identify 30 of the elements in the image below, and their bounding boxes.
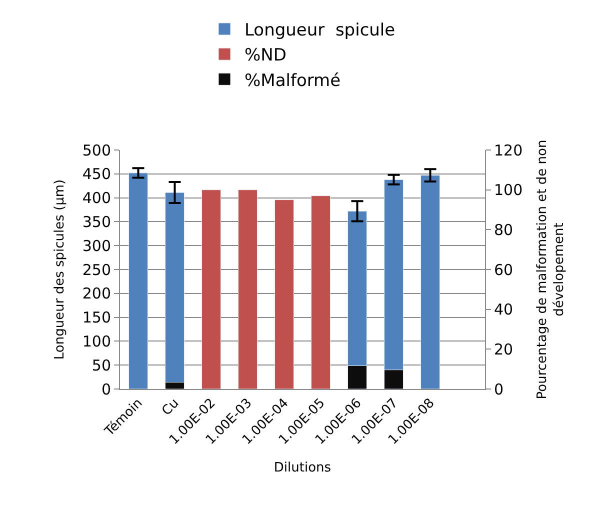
y2-axis-title: Pourcentage de malformation et de non dévelopement	[535, 140, 568, 400]
y-tick-label: 150	[82, 308, 111, 327]
y-tick-label: 500	[82, 141, 111, 160]
y2-tick-label: 40	[494, 300, 514, 319]
y-axis-title: Longueur des spicules (µm)	[52, 179, 68, 360]
y2-tick-label: 20	[494, 340, 514, 358]
legend-label: %ND	[244, 46, 286, 66]
bar	[274, 200, 294, 389]
legend-label: Longueur spicule	[244, 20, 396, 41]
y-tick-label: 200	[82, 284, 111, 303]
y-tick-label: 350	[82, 212, 111, 231]
y-tick-label: 250	[82, 260, 111, 279]
y-tick-label: 100	[82, 332, 111, 350]
y2-tick-label: 100	[494, 181, 523, 200]
y-tick-label: 300	[82, 236, 111, 255]
bar	[202, 190, 221, 389]
y2-tick-label: 80	[494, 220, 514, 239]
y-tick-label: 0	[101, 380, 111, 398]
bar	[238, 190, 258, 389]
y2-tick-label: 120	[494, 141, 523, 160]
y-tick-label: 400	[82, 189, 111, 208]
x-axis-title: Dilutions	[274, 460, 332, 476]
y-tick-label: 450	[82, 165, 111, 184]
y2-tick-label: 0	[494, 380, 504, 398]
bar	[311, 196, 330, 389]
y2-tick-label: 60	[494, 260, 514, 279]
y-tick-label: 50	[92, 356, 111, 374]
legend-label: %Malformé	[244, 70, 341, 91]
bar	[128, 172, 148, 389]
bar	[420, 175, 440, 389]
